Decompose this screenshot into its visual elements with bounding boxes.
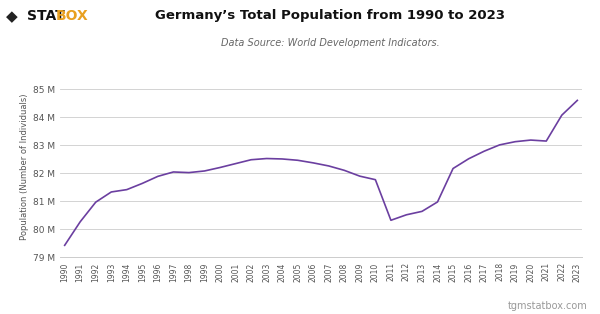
Text: Data Source: World Development Indicators.: Data Source: World Development Indicator… [221, 38, 439, 48]
Text: tgmstatbox.com: tgmstatbox.com [508, 301, 588, 311]
Text: Germany’s Total Population from 1990 to 2023: Germany’s Total Population from 1990 to … [155, 9, 505, 22]
Text: BOX: BOX [56, 9, 89, 24]
Text: STAT: STAT [27, 9, 65, 24]
Text: ◆: ◆ [6, 9, 18, 24]
Y-axis label: Population (Number of Individuals): Population (Number of Individuals) [20, 93, 29, 240]
